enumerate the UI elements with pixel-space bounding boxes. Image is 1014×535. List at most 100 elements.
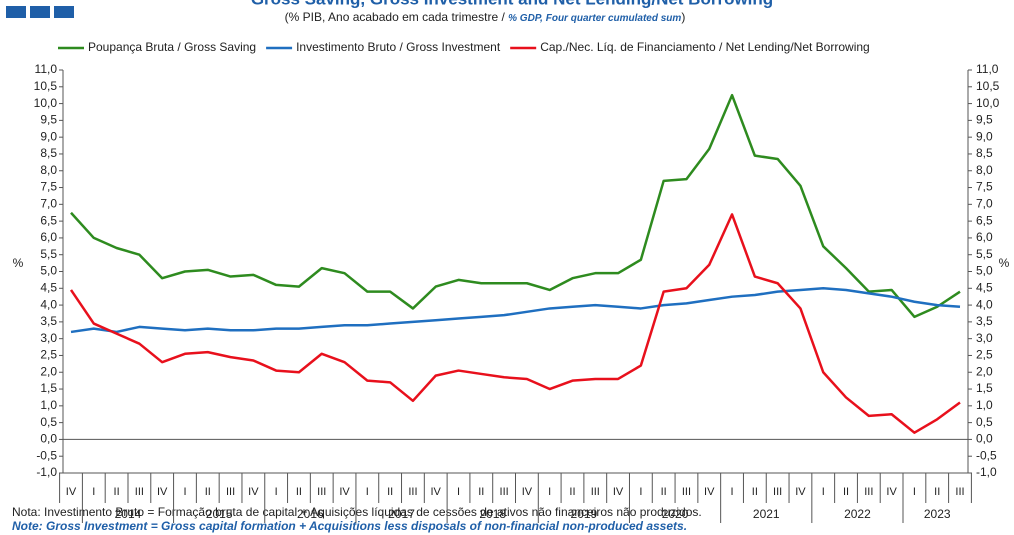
- y2-tick-label: 10,0: [976, 96, 1000, 110]
- y-tick-label: 10,5: [34, 79, 58, 93]
- y-tick-label: 2,5: [40, 348, 57, 362]
- y2-tick-label: 3,5: [976, 314, 993, 328]
- y-tick-label: 10,0: [34, 96, 58, 110]
- legend-label: Cap./Nec. Líq. de Financiamento / Net Le…: [540, 40, 870, 54]
- x-tick-label: IV: [339, 486, 350, 498]
- y2-tick-label: 9,0: [976, 129, 993, 143]
- y-tick-label: 9,0: [40, 129, 57, 143]
- year-label: 2017: [388, 507, 415, 521]
- x-tick-label: III: [864, 486, 873, 498]
- y-tick-label: 8,0: [40, 163, 57, 177]
- year-label: 2021: [753, 507, 780, 521]
- y2-tick-label: 0,5: [976, 415, 993, 429]
- y2-tick-label: 8,0: [976, 163, 993, 177]
- y-tick-label: -0,5: [36, 448, 57, 462]
- x-tick-label: I: [548, 486, 551, 498]
- x-tick-label: III: [773, 486, 782, 498]
- chart-title: Gross Saving, Gross Investment and Net L…: [251, 0, 773, 8]
- x-tick-label: II: [478, 486, 484, 498]
- year-label: 2019: [571, 507, 598, 521]
- y2-axis-label: %: [999, 256, 1010, 270]
- year-label: 2018: [479, 507, 506, 521]
- x-tick-label: IV: [886, 486, 897, 498]
- y2-tick-label: 10,5: [976, 79, 1000, 93]
- y-tick-label: 1,0: [40, 398, 57, 412]
- x-tick-label: IV: [157, 486, 168, 498]
- x-tick-label: II: [934, 486, 940, 498]
- x-tick-label: II: [296, 486, 302, 498]
- x-tick-label: II: [843, 486, 849, 498]
- year-label: 2020: [662, 507, 689, 521]
- x-tick-label: III: [408, 486, 417, 498]
- y2-tick-label: 5,5: [976, 247, 993, 261]
- y2-tick-label: 6,0: [976, 230, 993, 244]
- y-tick-label: -1,0: [36, 465, 57, 479]
- x-tick-label: I: [366, 486, 369, 498]
- year-label: 2014: [115, 507, 142, 521]
- y2-tick-label: 9,5: [976, 113, 993, 127]
- x-tick-label: II: [569, 486, 575, 498]
- x-tick-label: I: [822, 486, 825, 498]
- y2-tick-label: 1,5: [976, 381, 993, 395]
- y2-tick-label: 2,5: [976, 348, 993, 362]
- legend-label: Investimento Bruto / Gross Investment: [296, 40, 501, 54]
- y-tick-label: 8,5: [40, 146, 57, 160]
- y-tick-label: 0,0: [40, 432, 57, 446]
- legend-label: Poupança Bruta / Gross Saving: [88, 40, 256, 54]
- x-tick-label: II: [752, 486, 758, 498]
- x-tick-label: I: [275, 486, 278, 498]
- x-tick-label: IV: [431, 486, 442, 498]
- x-tick-label: III: [682, 486, 691, 498]
- x-tick-label: III: [955, 486, 964, 498]
- y-tick-label: 2,0: [40, 364, 57, 378]
- x-tick-label: IV: [613, 486, 624, 498]
- x-tick-label: I: [183, 486, 186, 498]
- y-tick-label: 6,5: [40, 213, 57, 227]
- y2-tick-label: 5,0: [976, 264, 993, 278]
- x-tick-label: III: [317, 486, 326, 498]
- y-tick-label: 3,5: [40, 314, 57, 328]
- y2-tick-label: 3,0: [976, 331, 993, 345]
- x-tick-label: III: [591, 486, 600, 498]
- year-label: 2015: [206, 507, 233, 521]
- x-tick-label: IV: [66, 486, 77, 498]
- x-tick-label: II: [387, 486, 393, 498]
- year-label: 2016: [297, 507, 324, 521]
- x-tick-label: II: [661, 486, 667, 498]
- series-line: [70, 93, 961, 319]
- logo-block: [54, 6, 74, 18]
- y2-tick-label: 4,5: [976, 280, 993, 294]
- subtitle-en: % GDP, Four quarter cumulated sum: [508, 13, 681, 24]
- subtitle-end: ): [681, 10, 685, 24]
- y2-tick-label: 7,5: [976, 180, 993, 194]
- y2-tick-label: -0,5: [976, 448, 997, 462]
- y2-tick-label: 7,0: [976, 197, 993, 211]
- note-pt: Nota: Investimento Bruto = Formação brut…: [12, 505, 702, 519]
- x-tick-label: III: [500, 486, 509, 498]
- note-en: Note: Gross Investment = Gross capital f…: [12, 519, 687, 533]
- x-tick-label: IV: [248, 486, 259, 498]
- y-tick-label: 9,5: [40, 113, 57, 127]
- x-tick-label: IV: [795, 486, 806, 498]
- series-line: [69, 213, 961, 434]
- chart-subtitle: (% PIB, Ano acabado em cada trimestre / …: [285, 10, 686, 24]
- x-tick-label: III: [135, 486, 144, 498]
- y2-tick-label: 11,0: [976, 62, 999, 76]
- x-tick-label: IV: [704, 486, 715, 498]
- y2-tick-label: -1,0: [976, 465, 997, 479]
- y2-tick-label: 2,0: [976, 364, 993, 378]
- x-tick-label: I: [92, 486, 95, 498]
- y-tick-label: 7,5: [40, 180, 57, 194]
- x-tick-label: I: [457, 486, 460, 498]
- y-tick-label: 3,0: [40, 331, 57, 345]
- y2-tick-label: 1,0: [976, 398, 993, 412]
- y2-tick-label: 0,0: [976, 432, 993, 446]
- logo-block: [30, 6, 50, 18]
- y-tick-label: 5,5: [40, 247, 57, 261]
- y2-tick-label: 6,5: [976, 213, 993, 227]
- y-tick-label: 6,0: [40, 230, 57, 244]
- subtitle-pt: (% PIB, Ano acabado em cada trimestre /: [285, 10, 508, 24]
- y-tick-label: 1,5: [40, 381, 57, 395]
- x-tick-label: I: [913, 486, 916, 498]
